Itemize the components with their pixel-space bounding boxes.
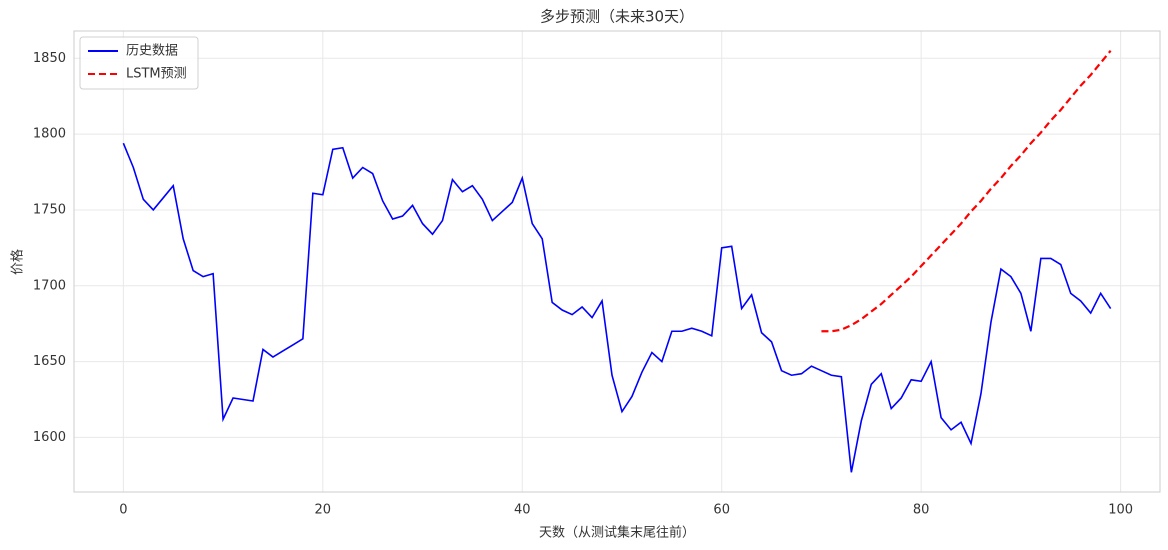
y-tick-label: 1750	[33, 202, 66, 217]
legend-label: 历史数据	[126, 44, 178, 59]
x-tick-label: 40	[514, 503, 531, 518]
legend-label: LSTM预测	[126, 67, 187, 82]
x-tick-label: 60	[713, 503, 730, 518]
x-tick-label: 20	[315, 503, 332, 518]
x-tick-label: 80	[913, 503, 930, 518]
y-axis-label: 价格	[10, 249, 26, 275]
y-tick-label: 1650	[33, 354, 66, 369]
y-tick-label: 1700	[33, 278, 66, 293]
series-line	[122, 142, 1112, 473]
x-tick-label: 100	[1108, 503, 1133, 518]
x-tick-label: 0	[119, 503, 127, 518]
chart-title: 多步预测（未来30天）	[540, 8, 694, 26]
y-tick-label: 1850	[33, 51, 66, 66]
y-tick-label: 1800	[33, 127, 66, 142]
series-line	[821, 50, 1112, 333]
y-tick-label: 1600	[33, 430, 66, 445]
x-axis-label: 天数（从测试集末尾往前）	[539, 525, 695, 541]
plot-frame	[73, 30, 1161, 493]
